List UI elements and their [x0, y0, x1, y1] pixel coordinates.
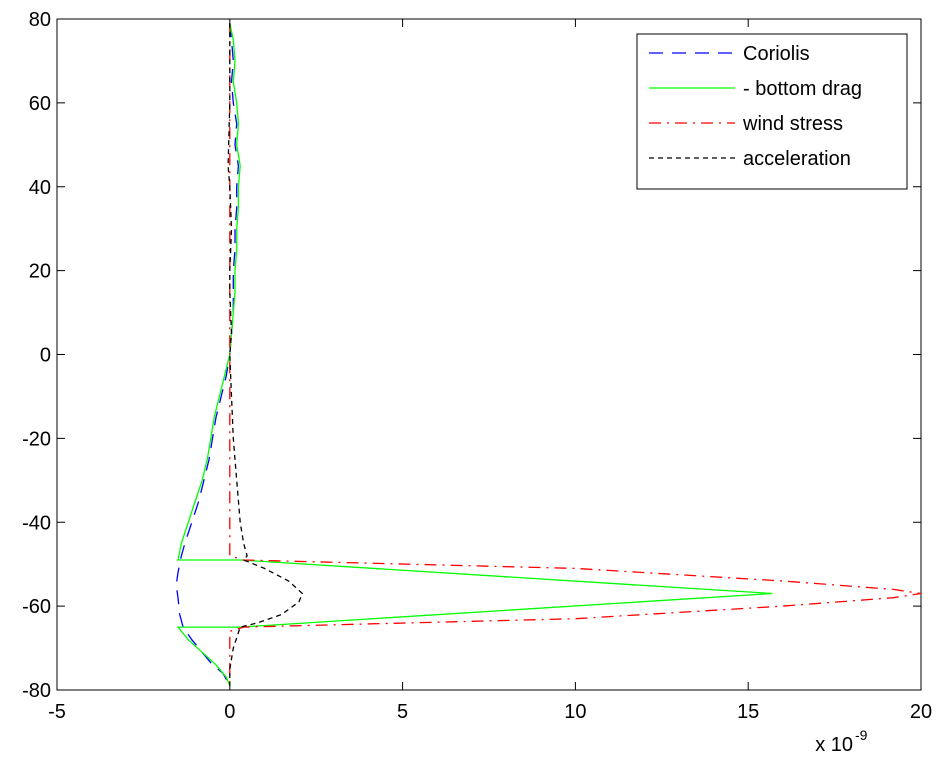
y-tick-label: 0 — [40, 345, 51, 367]
x-tick-label: -5 — [48, 701, 66, 723]
series-line-2 — [176, 23, 773, 687]
y-tick-label: 80 — [29, 9, 51, 31]
x-tick-label: 5 — [397, 701, 408, 723]
series-line-1 — [175, 23, 240, 687]
x-multiplier-exponent: -9 — [855, 727, 868, 743]
legend-label-1: Coriolis — [743, 43, 810, 65]
legend-label-3: wind stress — [742, 113, 843, 135]
y-tick-label: -80 — [22, 680, 51, 702]
series-layer — [175, 23, 922, 687]
x-tick-label: 10 — [564, 701, 586, 723]
x-multiplier-label: x 10 — [815, 734, 853, 756]
y-tick-label: 20 — [29, 261, 51, 283]
legend-entries: Coriolis - bottom drag wind stress accelera… — [649, 43, 862, 170]
y-tick-label: -40 — [22, 512, 51, 534]
series-line-3 — [229, 23, 922, 686]
y-tick-label: -60 — [22, 596, 51, 618]
x-tick-label: 20 — [910, 701, 932, 723]
series-line-4 — [227, 23, 304, 686]
legend-box — [636, 33, 908, 190]
x-tick-label: 15 — [737, 701, 759, 723]
x-axis-ticks: -5 0 5 10 15 20 — [48, 19, 932, 723]
x-multiplier: x 10 -9 — [815, 727, 867, 756]
y-tick-label: 40 — [29, 177, 51, 199]
y-tick-label: -20 — [22, 428, 51, 450]
legend-label-4: acceleration — [743, 148, 851, 170]
x-tick-label: 0 — [224, 701, 235, 723]
y-tick-label: 60 — [29, 93, 51, 115]
legend: Coriolis - bottom drag wind stress accelera… — [636, 33, 908, 190]
y-axis-ticks: 80 60 40 20 0 -20 -40 -60 -80 — [22, 9, 921, 702]
legend-label-2: - bottom drag — [743, 78, 862, 100]
